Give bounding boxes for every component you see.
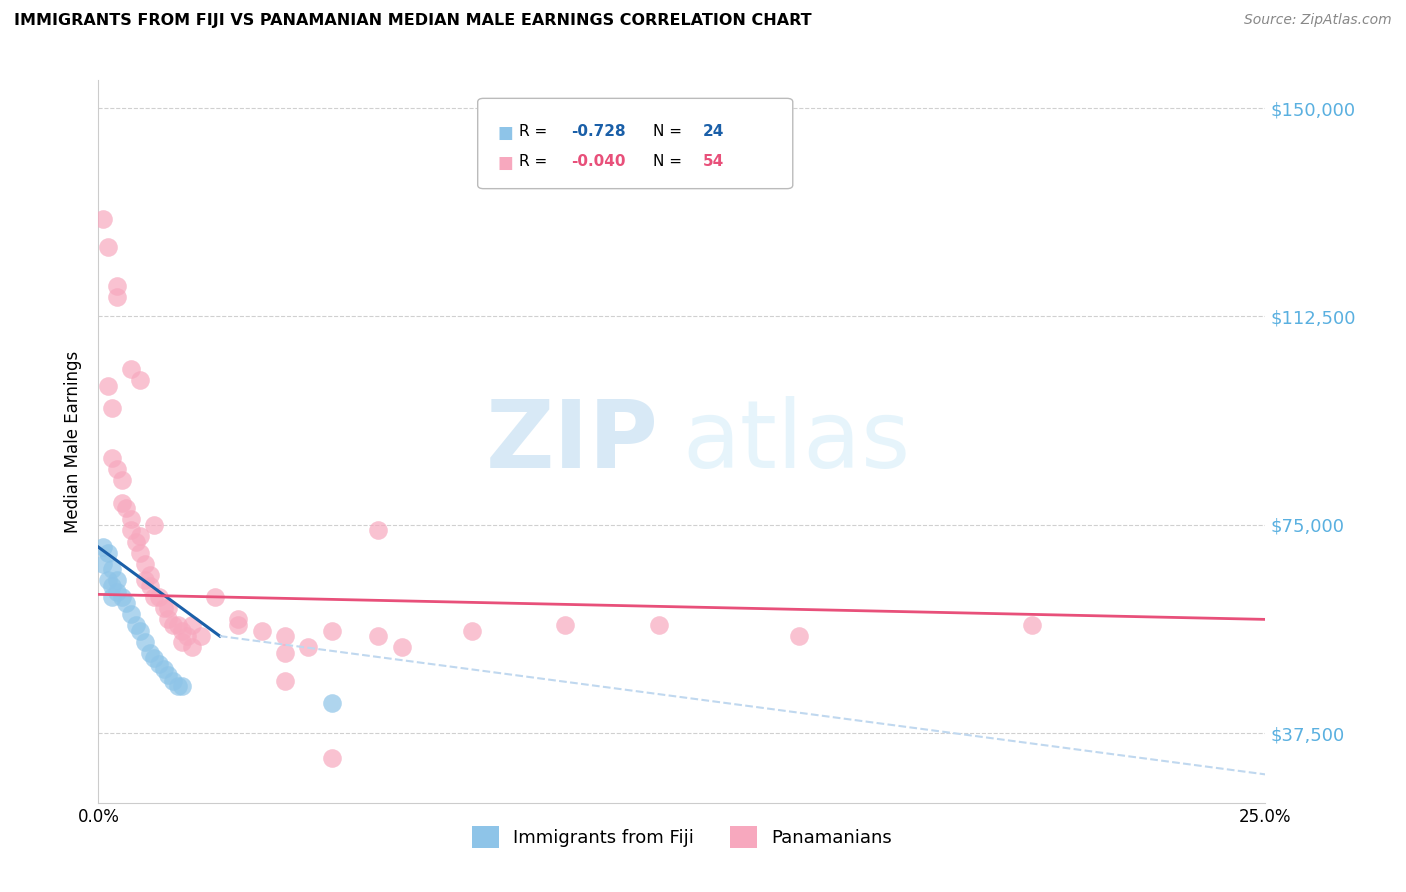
- Point: [134, 557, 156, 571]
- Point: [157, 668, 180, 682]
- Point: [125, 534, 148, 549]
- Point: [166, 618, 188, 632]
- Point: [228, 618, 250, 632]
- Point: [162, 618, 184, 632]
- Point: [148, 590, 170, 604]
- Point: [139, 568, 162, 582]
- Text: Source: ZipAtlas.com: Source: ZipAtlas.com: [1244, 13, 1392, 28]
- Point: [228, 612, 250, 626]
- Point: [97, 379, 120, 393]
- Point: [250, 624, 273, 638]
- Text: 54: 54: [703, 154, 724, 169]
- Point: [1021, 618, 1043, 632]
- Point: [152, 601, 174, 615]
- Point: [321, 751, 343, 765]
- Point: [367, 524, 389, 538]
- Text: ■: ■: [498, 124, 513, 142]
- Legend: Immigrants from Fiji, Panamanians: Immigrants from Fiji, Panamanians: [464, 819, 900, 855]
- Point: [111, 496, 134, 510]
- Point: [152, 662, 174, 676]
- Text: 24: 24: [703, 124, 724, 138]
- Point: [129, 546, 152, 560]
- Point: [101, 579, 124, 593]
- Point: [180, 640, 202, 655]
- Point: [120, 524, 142, 538]
- Point: [134, 634, 156, 648]
- Point: [647, 618, 669, 632]
- Point: [101, 401, 124, 416]
- Text: N =: N =: [652, 124, 686, 138]
- Point: [204, 590, 226, 604]
- Point: [120, 362, 142, 376]
- Text: N =: N =: [652, 154, 686, 169]
- Point: [115, 501, 138, 516]
- Text: ■: ■: [498, 154, 513, 172]
- Point: [105, 462, 128, 476]
- Text: R =: R =: [519, 124, 551, 138]
- Point: [787, 629, 810, 643]
- Point: [297, 640, 319, 655]
- Point: [91, 212, 114, 227]
- Point: [274, 673, 297, 688]
- Text: IMMIGRANTS FROM FIJI VS PANAMANIAN MEDIAN MALE EARNINGS CORRELATION CHART: IMMIGRANTS FROM FIJI VS PANAMANIAN MEDIA…: [14, 13, 811, 29]
- Point: [115, 596, 138, 610]
- Point: [111, 474, 134, 488]
- Point: [129, 529, 152, 543]
- FancyBboxPatch shape: [478, 98, 793, 189]
- Point: [129, 624, 152, 638]
- Point: [180, 618, 202, 632]
- Point: [105, 584, 128, 599]
- Point: [97, 546, 120, 560]
- Point: [172, 624, 194, 638]
- Point: [162, 673, 184, 688]
- Point: [101, 590, 124, 604]
- Point: [367, 629, 389, 643]
- Point: [139, 646, 162, 660]
- Y-axis label: Median Male Earnings: Median Male Earnings: [65, 351, 83, 533]
- Point: [120, 512, 142, 526]
- Point: [91, 540, 114, 554]
- Text: -0.728: -0.728: [571, 124, 626, 138]
- Point: [134, 574, 156, 588]
- Point: [125, 618, 148, 632]
- Text: R =: R =: [519, 154, 551, 169]
- Point: [391, 640, 413, 655]
- Point: [143, 517, 166, 532]
- Point: [166, 679, 188, 693]
- Point: [176, 629, 198, 643]
- Point: [321, 696, 343, 710]
- Text: -0.040: -0.040: [571, 154, 626, 169]
- Point: [274, 629, 297, 643]
- Point: [321, 624, 343, 638]
- Point: [97, 574, 120, 588]
- Point: [129, 373, 152, 387]
- Point: [143, 651, 166, 665]
- Point: [157, 612, 180, 626]
- Point: [143, 590, 166, 604]
- Text: atlas: atlas: [682, 395, 910, 488]
- Point: [101, 451, 124, 466]
- Point: [97, 240, 120, 254]
- Point: [190, 629, 212, 643]
- Point: [111, 590, 134, 604]
- Point: [101, 562, 124, 576]
- Point: [461, 624, 484, 638]
- Point: [274, 646, 297, 660]
- Point: [157, 601, 180, 615]
- Point: [105, 290, 128, 304]
- Point: [105, 279, 128, 293]
- Point: [91, 557, 114, 571]
- Point: [172, 679, 194, 693]
- Point: [148, 657, 170, 671]
- Point: [554, 618, 576, 632]
- Point: [120, 607, 142, 621]
- Point: [105, 574, 128, 588]
- Text: ZIP: ZIP: [485, 395, 658, 488]
- Point: [139, 579, 162, 593]
- Point: [172, 634, 194, 648]
